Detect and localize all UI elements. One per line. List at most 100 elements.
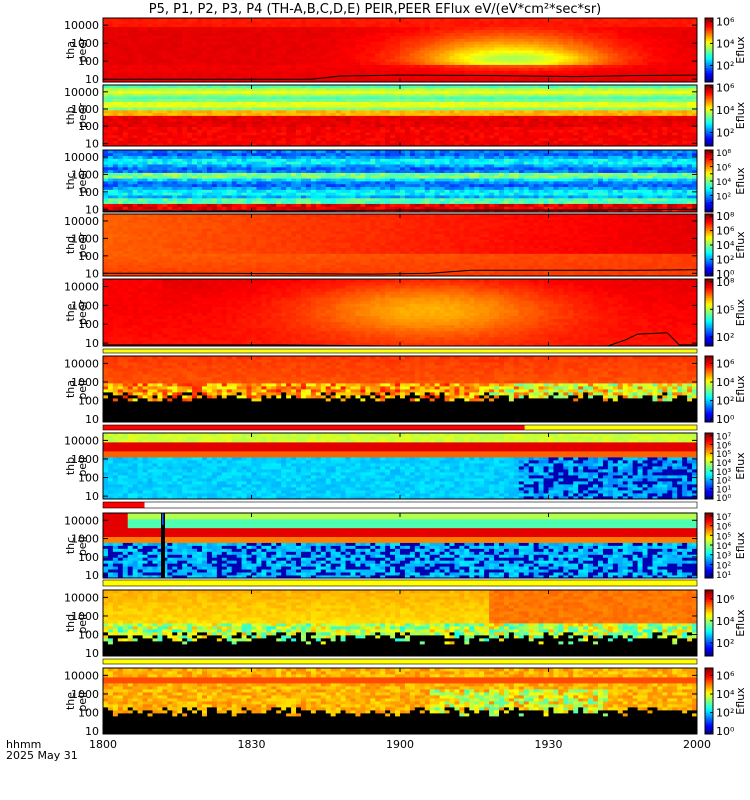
spectrogram-cell xyxy=(177,129,182,132)
spectrogram-cell xyxy=(385,113,390,116)
spectrogram-cell xyxy=(103,102,108,105)
spectrogram-cell xyxy=(598,127,603,130)
spectrogram-cell xyxy=(346,140,351,143)
spectrogram-cell xyxy=(613,116,618,119)
spectrogram-cell xyxy=(157,140,162,143)
spectrogram-cell xyxy=(167,138,172,141)
spectrogram-cell xyxy=(182,67,187,70)
spectrogram-cell xyxy=(365,104,370,107)
spectrogram-cell xyxy=(202,50,207,53)
spectrogram-cell xyxy=(529,99,534,102)
spectrogram-cell xyxy=(242,88,247,91)
spectrogram-cell xyxy=(187,93,192,96)
spectrogram-cell xyxy=(157,27,162,30)
spectrogram-cell xyxy=(544,38,549,41)
spectrogram-cell xyxy=(222,62,227,65)
spectrogram-cell xyxy=(445,132,450,135)
spectrogram-cell xyxy=(588,104,593,107)
spectrogram-cell xyxy=(415,59,420,62)
spectrogram-cell xyxy=(316,65,321,68)
spectrogram-cell xyxy=(341,99,346,102)
spectrogram-cell xyxy=(202,41,207,44)
spectrogram-cell xyxy=(687,62,692,65)
spectrogram-cell xyxy=(252,91,257,94)
spectrogram-cell xyxy=(598,56,603,59)
spectrogram-cell xyxy=(118,96,123,99)
spectrogram-cell xyxy=(266,35,271,38)
spectrogram-cell xyxy=(252,99,257,102)
spectrogram-cell xyxy=(454,91,459,94)
spectrogram-cell xyxy=(648,67,653,70)
spectrogram-cell xyxy=(108,21,113,24)
spectrogram-cell xyxy=(153,67,158,70)
spectrogram-cell xyxy=(187,67,192,70)
spectrogram-cell xyxy=(375,93,380,96)
spectrogram-cell xyxy=(524,121,529,124)
spectrogram-cell xyxy=(578,118,583,121)
spectrogram-cell xyxy=(148,96,153,99)
spectrogram-cell xyxy=(553,41,558,44)
spectrogram-cell xyxy=(643,27,648,30)
spectrogram-cell xyxy=(623,76,628,79)
spectrogram-cell xyxy=(306,99,311,102)
spectrogram-cell xyxy=(162,91,167,94)
spectrogram-cell xyxy=(494,116,499,119)
spectrogram-cell xyxy=(256,118,261,121)
spectrogram-cell xyxy=(182,56,187,59)
spectrogram-cell xyxy=(583,91,588,94)
spectrogram-cell xyxy=(128,127,133,130)
spectrogram-cell xyxy=(271,138,276,141)
spectrogram-cell xyxy=(563,65,568,68)
spectrogram-cell xyxy=(385,33,390,36)
spectrogram-cell xyxy=(301,67,306,70)
spectrogram-cell xyxy=(306,35,311,38)
spectrogram-cell xyxy=(603,121,608,124)
spectrogram-cell xyxy=(108,129,113,132)
spectrogram-cell xyxy=(128,67,133,70)
spectrogram-cell xyxy=(276,113,281,116)
spectrogram-cell xyxy=(395,24,400,27)
spectrogram-cell xyxy=(499,99,504,102)
spectrogram-cell xyxy=(153,21,158,24)
spectrogram-cell xyxy=(167,67,172,70)
spectrogram-cell xyxy=(172,21,177,24)
spectrogram-cell xyxy=(103,30,108,33)
spectrogram-cell xyxy=(202,56,207,59)
spectrogram-cell xyxy=(266,56,271,59)
spectrogram-cell xyxy=(281,41,286,44)
spectrogram-cell xyxy=(286,50,291,53)
spectrogram-cell xyxy=(608,96,613,99)
spectrogram-cell xyxy=(128,21,133,24)
spectrogram-cell xyxy=(162,33,167,36)
spectrogram-cell xyxy=(608,88,613,91)
spectrogram-cell xyxy=(499,24,504,27)
spectrogram-cell xyxy=(534,91,539,94)
spectrogram-cell xyxy=(311,135,316,138)
spectrogram-cell xyxy=(172,132,177,135)
spectrogram-cell xyxy=(162,107,167,110)
spectrogram-cell xyxy=(242,24,247,27)
spectrogram-cell xyxy=(628,62,633,65)
spectrogram-cell xyxy=(197,107,202,110)
spectrogram-cell xyxy=(420,27,425,30)
spectrogram-cell xyxy=(598,91,603,94)
spectrogram-cell xyxy=(608,76,613,79)
spectrogram-cell xyxy=(360,99,365,102)
spectrogram-cell xyxy=(603,65,608,68)
spectrogram-cell xyxy=(153,30,158,33)
spectrogram-cell xyxy=(563,138,568,141)
spectrogram-cell xyxy=(415,110,420,113)
spectrogram-cell xyxy=(504,38,509,41)
spectrogram-cell xyxy=(143,110,148,113)
spectrogram-cell xyxy=(162,24,167,27)
spectrogram-cell xyxy=(385,107,390,110)
spectrogram-cell xyxy=(400,118,405,121)
spectrogram-cell xyxy=(539,124,544,127)
spectrogram-cell xyxy=(430,76,435,79)
spectrogram-cell xyxy=(242,62,247,65)
spectrogram-cell xyxy=(469,62,474,65)
spectrogram-cell xyxy=(405,44,410,47)
spectrogram-cell xyxy=(331,129,336,132)
spectrogram-cell xyxy=(588,116,593,119)
spectrogram-cell xyxy=(212,44,217,47)
